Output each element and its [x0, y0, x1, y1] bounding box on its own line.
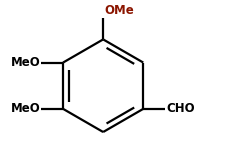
Text: MeO: MeO	[11, 102, 40, 115]
Text: MeO: MeO	[11, 56, 40, 69]
Text: OMe: OMe	[104, 4, 134, 17]
Text: CHO: CHO	[166, 102, 195, 115]
